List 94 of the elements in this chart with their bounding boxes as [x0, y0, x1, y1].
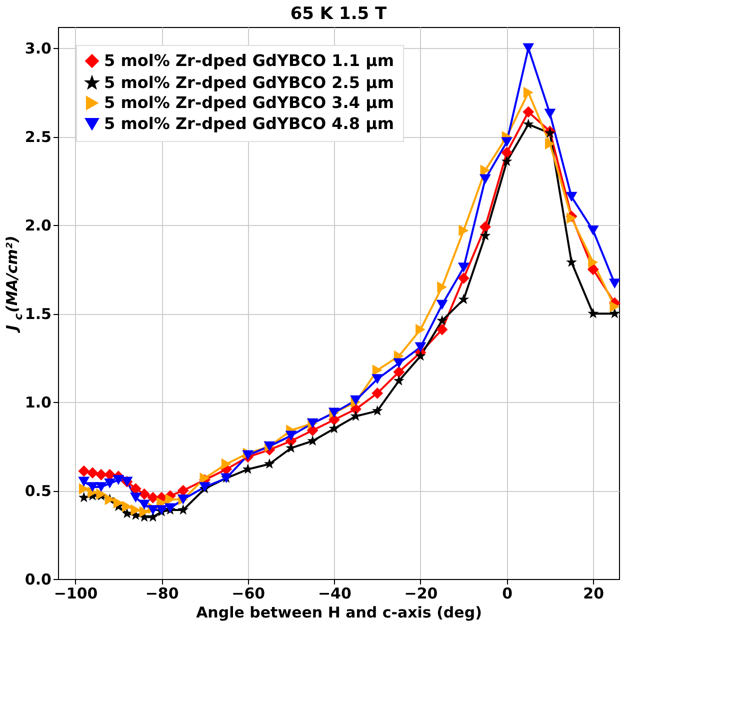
point: [436, 300, 448, 310]
point: [458, 262, 470, 273]
point: [609, 308, 620, 318]
legend-label: 5 mol% Zr-dped GdYBCO 3.4 µm: [104, 93, 394, 112]
point: [523, 86, 534, 98]
point: [264, 458, 275, 469]
point: [86, 467, 98, 479]
point: [415, 350, 426, 361]
point: [566, 192, 578, 202]
point: [138, 500, 150, 510]
point: [480, 230, 491, 240]
point: [372, 364, 382, 376]
legend-label: 5 mol% Zr-dped GdYBCO 1.1 µm: [104, 51, 394, 70]
point: [307, 435, 318, 446]
point: [522, 43, 534, 54]
point: [436, 324, 448, 336]
point: [130, 504, 141, 516]
point: [437, 281, 448, 293]
y-tick-label: 1.5: [24, 305, 52, 324]
x-tick-label: 20: [583, 584, 604, 602]
y-tick-label: 0.0: [24, 570, 52, 588]
point: [436, 314, 448, 326]
point: [480, 221, 491, 233]
chart-title: 65 K 1.5 T: [290, 4, 388, 24]
point: [328, 422, 340, 434]
point: [112, 474, 124, 485]
point: [130, 483, 142, 494]
point: [522, 118, 534, 129]
point: [350, 410, 362, 421]
point: [480, 164, 490, 176]
point: [416, 324, 426, 336]
point: [414, 342, 426, 352]
point: [122, 508, 132, 518]
point: [147, 492, 159, 504]
point: [480, 174, 491, 184]
point: [458, 224, 469, 236]
point: [458, 294, 470, 304]
y-tick-label: 2.0: [24, 216, 52, 235]
point: [458, 272, 470, 284]
point: [122, 500, 132, 512]
y-tick-label: 0.5: [24, 482, 52, 500]
point: [95, 468, 107, 480]
point: [78, 483, 89, 494]
point: [78, 492, 90, 502]
point: [608, 278, 620, 288]
point: [178, 504, 189, 515]
point: [139, 506, 150, 518]
point: [587, 264, 599, 276]
point: [285, 430, 297, 441]
point: [545, 138, 555, 150]
y-tick-label: 3.0: [24, 40, 52, 58]
x-tick-label: 0: [502, 584, 513, 602]
point: [286, 442, 296, 453]
point: [130, 492, 142, 503]
legend-label: 5 mol% Zr-dped GdYBCO 4.8 µm: [104, 114, 394, 133]
x-axis-title: Angle between H and c-axis (deg): [196, 604, 482, 622]
point: [104, 478, 116, 488]
point: [147, 505, 159, 515]
point: [165, 494, 176, 506]
point: [372, 374, 384, 384]
point: [372, 388, 384, 399]
x-tick-label: −60: [232, 584, 266, 602]
x-tick-label: −100: [54, 584, 98, 602]
point: [393, 358, 405, 368]
x-tick-label: −40: [318, 584, 352, 602]
point: [501, 137, 512, 147]
point: [588, 308, 599, 318]
point: [566, 256, 577, 267]
point: [610, 300, 620, 312]
point: [221, 458, 232, 470]
point: [501, 146, 512, 158]
point: [393, 366, 405, 378]
point: [522, 106, 534, 118]
y-tick-label: 1.0: [24, 394, 52, 412]
y-axis-title: Jc(MA/cm²): [3, 236, 25, 334]
point: [242, 450, 254, 460]
point: [587, 226, 599, 236]
point: [588, 256, 598, 268]
point: [95, 482, 107, 492]
point: [88, 486, 98, 498]
legend-label: 5 mol% Zr-dped GdYBCO 2.5 µm: [104, 73, 394, 92]
point: [86, 482, 98, 492]
point: [350, 395, 362, 406]
x-tick-label: −20: [404, 584, 438, 602]
point: [544, 108, 556, 119]
point: [501, 156, 512, 166]
point: [78, 465, 90, 477]
x-tick-label: −80: [145, 584, 179, 602]
y-tick-label: 2.5: [24, 128, 52, 146]
point: [372, 405, 383, 416]
point: [113, 497, 124, 509]
point: [393, 375, 404, 386]
point: [138, 488, 150, 500]
point: [78, 476, 90, 487]
